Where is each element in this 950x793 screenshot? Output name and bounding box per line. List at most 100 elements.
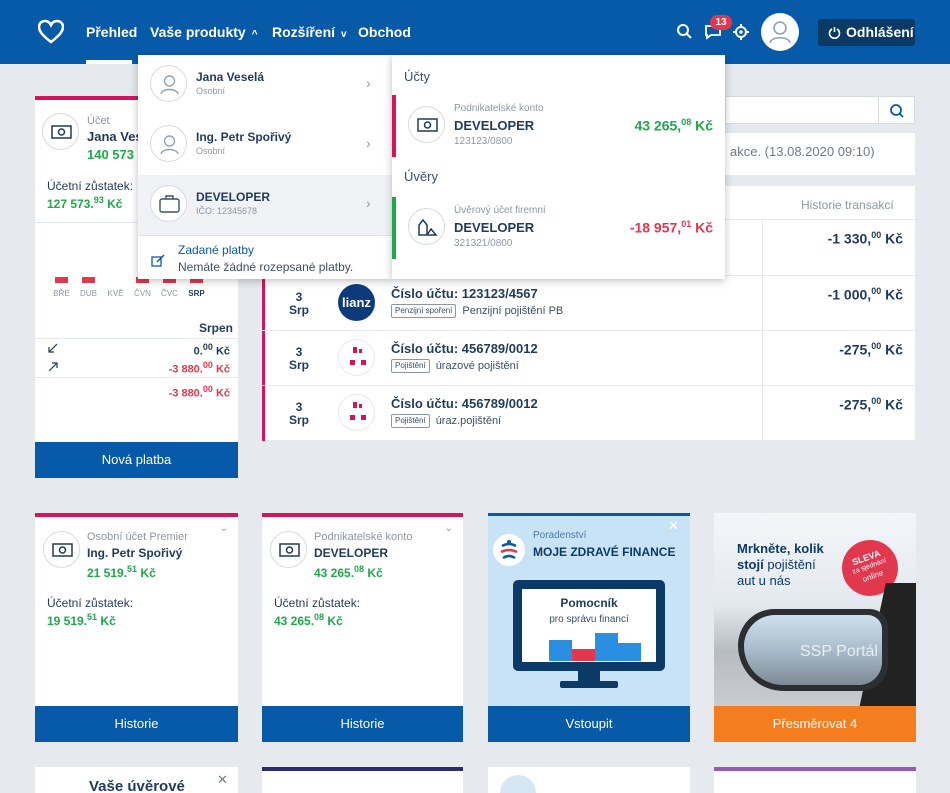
redirect-button[interactable]: Přesměrovat 4 xyxy=(714,706,916,742)
heart-logo-icon[interactable] xyxy=(38,19,64,45)
history-button[interactable]: Historie xyxy=(262,706,463,742)
history-link[interactable]: Historie transakcí xyxy=(801,198,894,212)
card-placeholder xyxy=(262,767,463,793)
currency: Kč xyxy=(140,566,156,580)
loan-item[interactable]: Úvěrový účet firemní DEVELOPER 321321/08… xyxy=(392,197,725,259)
account-accent xyxy=(392,95,396,157)
tx-amount: -275,00 Kč xyxy=(839,396,903,413)
transaction-row[interactable]: 3 Srp lianz Číslo účtu: 123123/4567 Penzijní… xyxy=(262,275,915,331)
arrow-out-icon xyxy=(48,362,58,372)
amount-dec: 00 xyxy=(871,230,882,240)
currency: Kč xyxy=(885,286,903,303)
search-button[interactable] xyxy=(878,96,915,124)
person-item[interactable]: Jana Veselá Osobní › xyxy=(138,55,392,115)
total-value: -3 880.00 Kč xyxy=(169,384,230,400)
currency: Kč xyxy=(885,230,903,247)
card-accent-line xyxy=(262,767,463,771)
payments-link[interactable]: Zadané platby xyxy=(178,243,255,257)
search-icon[interactable] xyxy=(675,22,695,42)
tx-month: Srp xyxy=(288,303,309,317)
tx-month: Srp xyxy=(288,358,309,372)
monitor-stand xyxy=(578,671,600,681)
nav-rozsireni[interactable]: Rozšíření v xyxy=(272,0,347,64)
close-icon[interactable]: ✕ xyxy=(668,518,679,533)
tx-amount: -1 000,00 Kč xyxy=(828,286,903,303)
currency: Kč xyxy=(695,219,713,236)
ledger-label: Účetní zůstatek: xyxy=(47,179,134,193)
month-bar xyxy=(190,277,203,283)
balance-int: 43 265. xyxy=(314,566,355,580)
nav-prehled[interactable]: Přehled xyxy=(86,24,138,40)
amount-dec: 00 xyxy=(871,341,882,351)
gear-icon[interactable] xyxy=(731,22,751,42)
currency: Kč xyxy=(695,117,713,134)
search-icon xyxy=(890,104,904,118)
new-payment-button[interactable]: Nová platba xyxy=(35,442,238,478)
nav-obchod[interactable]: Obchod xyxy=(358,24,411,40)
balance-int: 21 519. xyxy=(87,566,128,580)
history-button[interactable]: Historie xyxy=(35,706,238,742)
chevron-down-icon: v xyxy=(341,29,347,40)
amount-dec: 00 xyxy=(871,396,882,406)
tx-details: Penzijní spoření Penzijní pojištění PB xyxy=(391,304,563,318)
person-type: IČO: 12345678 xyxy=(196,206,258,216)
person-name: Ing. Petr Spořivý xyxy=(196,130,292,144)
currency: Kč xyxy=(215,345,230,358)
transaction-amount: -1 330,00 Kč xyxy=(828,230,903,247)
logout-button[interactable]: Odhlášení xyxy=(818,19,915,46)
divider xyxy=(35,377,238,378)
loan-amount: -18 957,01 Kč xyxy=(630,219,713,236)
chevron-down-icon[interactable]: ⌄ xyxy=(444,523,453,534)
briefcase-icon xyxy=(150,185,187,222)
month-bar xyxy=(55,277,68,283)
enter-button[interactable]: Vstoupit xyxy=(488,706,690,742)
loan-type: Úvěrový účet firemní xyxy=(454,205,546,216)
chevron-right-icon: › xyxy=(366,75,371,91)
edit-icon xyxy=(151,254,165,267)
screen-bar xyxy=(618,643,641,661)
ledger-dec: 93 xyxy=(93,195,104,205)
divider xyxy=(138,235,392,236)
nav-vase-produkty[interactable]: Vaše produkty ^ xyxy=(150,0,258,64)
month-label: ČVN xyxy=(134,289,151,298)
logo-text: lianz xyxy=(342,295,371,310)
tx-account: Číslo účtu: 456789/0012 xyxy=(391,396,538,411)
nav-label: Rozšíření xyxy=(272,24,336,40)
avatar[interactable] xyxy=(761,13,799,51)
person-item[interactable]: Ing. Petr Spořivý Osobní › xyxy=(138,115,392,175)
month-label: ČVC xyxy=(161,289,178,298)
ledger-dec: 08 xyxy=(314,612,325,622)
account-item[interactable]: Podnikatelské konto DEVELOPER 123123/080… xyxy=(392,95,725,157)
tx-month: Srp xyxy=(288,413,309,427)
person-item[interactable]: DEVELOPER IČO: 12345678 › xyxy=(138,175,392,235)
ledger-label: Účetní zůstatek: xyxy=(47,596,134,610)
tx-tag: Pojištění xyxy=(391,359,430,373)
tile-name: Ing. Petr Spořivý xyxy=(87,546,183,560)
tile-balance: 43 265.08 Kč xyxy=(314,564,383,580)
account-tile: ⌄ Podnikatelské konto DEVELOPER 43 265.08 K… xyxy=(262,513,463,742)
transaction-row[interactable]: 3 Srp Číslo účtu: 456789/0012 Pojištění úraz… xyxy=(262,330,915,386)
amount-int: -1 330, xyxy=(827,230,872,247)
close-icon[interactable]: ✕ xyxy=(217,772,228,787)
transaction-row[interactable]: 3 Srp Číslo účtu: 456789/0012 Pojištění úraz… xyxy=(262,385,915,441)
account-type: Účet xyxy=(87,115,110,127)
account-name: Jana Ves xyxy=(87,129,143,144)
accounts-heading: Účty xyxy=(404,69,430,84)
amount-int: -275, xyxy=(839,396,872,413)
finance-logo-icon xyxy=(493,534,525,566)
products-dropdown-left: Jana Veselá Osobní › Ing. Petr Spořivý Osobn… xyxy=(138,55,392,279)
expense-dec: 00 xyxy=(202,360,213,370)
amount-dec: 01 xyxy=(681,219,692,229)
month-bar xyxy=(82,277,95,283)
chevron-down-icon[interactable]: ⌄ xyxy=(219,523,228,534)
info-box: akce. (13.08.2020 09:10) xyxy=(725,133,915,175)
person-name: Jana Veselá xyxy=(196,70,265,84)
loans-card: Vaše úvěrové ✕ xyxy=(35,767,238,793)
money-icon xyxy=(270,531,307,568)
ledger-value: 127 573.93 Kč xyxy=(47,195,122,211)
ledger-value: 43 265.08 Kč xyxy=(274,612,343,628)
tx-day: 3 xyxy=(295,345,303,359)
tx-details: Pojištění úraz.pojištění xyxy=(391,414,501,428)
card-accent-line xyxy=(35,513,238,517)
ledger-label: Účetní zůstatek: xyxy=(274,596,361,610)
